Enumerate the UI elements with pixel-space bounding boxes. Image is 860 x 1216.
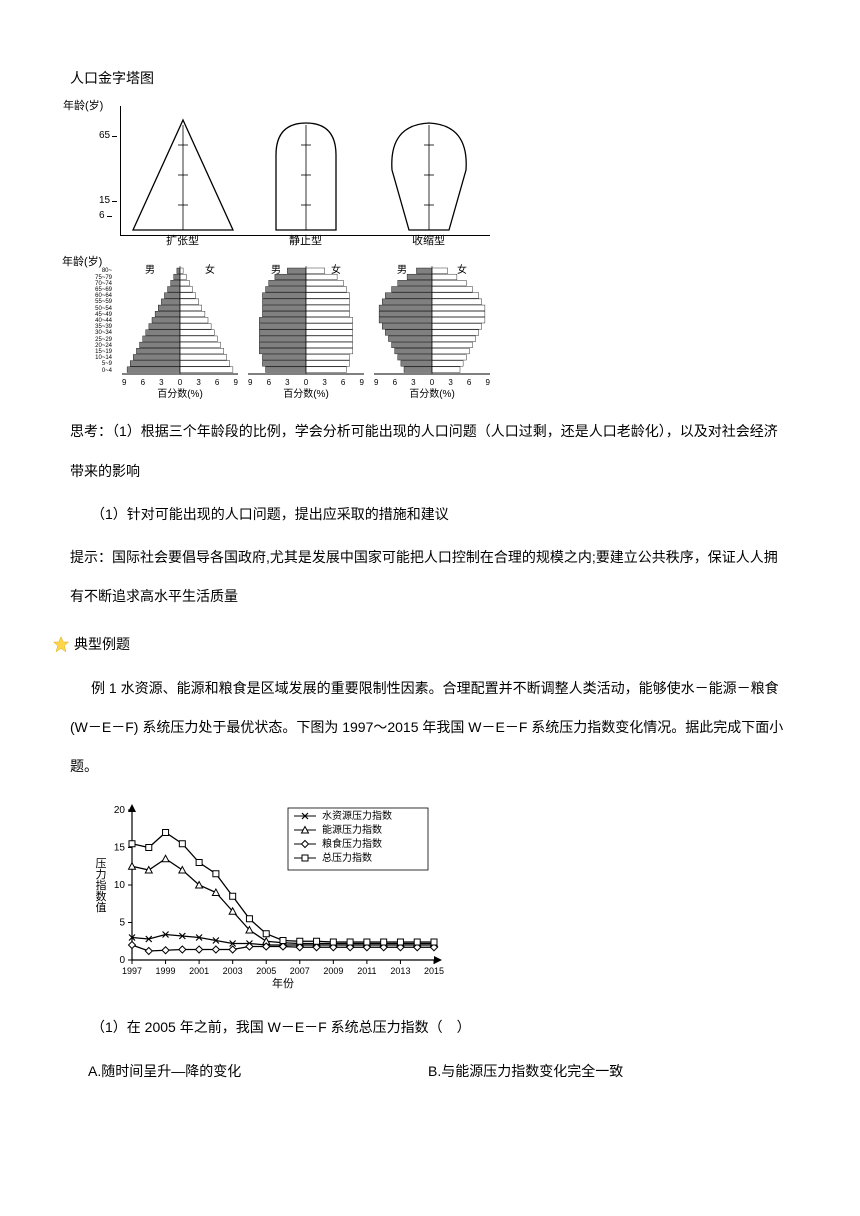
y-tick: 65: [99, 123, 110, 149]
svg-text:20: 20: [114, 805, 126, 816]
svg-text:10: 10: [114, 880, 126, 891]
svg-text:2015: 2015: [424, 966, 444, 976]
pyramid-shape: 收缩型: [374, 115, 484, 235]
svg-text:2003: 2003: [223, 966, 243, 976]
svg-text:2007: 2007: [290, 966, 310, 976]
page-title: 人口金字塔图: [70, 60, 790, 96]
svg-text:2005: 2005: [256, 966, 276, 976]
svg-text:能源压力指数: 能源压力指数: [322, 823, 382, 836]
section-header: 典型例题: [52, 626, 790, 662]
pyramid-diagram: 年龄(岁) 65156 扩张型静止型收缩型 年龄(岁) 80~75~7970~7…: [70, 106, 790, 392]
option-a: A.随时间呈升—降的变化: [88, 1053, 428, 1089]
pyramid-shape: 扩张型: [128, 115, 238, 235]
svg-text:压力指数值: 压力指数值: [94, 857, 107, 913]
svg-text:年份: 年份: [272, 976, 294, 990]
example-1-text: 例 1 水资源、能源和粮食是区域发展的重要限制性因素。合理配置并不断调整人类活动…: [70, 669, 790, 787]
svg-text:1999: 1999: [156, 966, 176, 976]
y-axis-label-top: 年龄(岁): [63, 92, 103, 121]
svg-text:总压力指数: 总压力指数: [322, 851, 372, 864]
y-tick: 6: [99, 203, 105, 229]
line-chart: 0 5 10 15 20 1997 1999 2001 2003 2005 2007 2009 2011…: [84, 800, 790, 990]
pyramid-top-row: 年龄(岁) 65156 扩张型静止型收缩型: [120, 106, 490, 236]
option-b: B.与能源压力指数变化完全一致: [428, 1053, 790, 1089]
question-1: （1）在 2005 年之前，我国 W－E－F 系统总压力指数（ ）: [70, 1008, 790, 1047]
hint-paragraph: 提示：国际社会要倡导各国政府,尤其是发展中国家可能把人口控制在合理的规模之内;要…: [70, 538, 790, 616]
svg-text:2001: 2001: [189, 966, 209, 976]
think-paragraph-2: （1）针对可能出现的人口问题，提出应采取的措施和建议: [70, 495, 790, 534]
svg-text:15: 15: [114, 843, 126, 854]
section-title: 典型例题: [74, 626, 130, 662]
pyramid-bottom-row: 年龄(岁) 80~75~7970~7465~6960~6455~5950~544…: [120, 262, 490, 392]
age-group-labels: 80~75~7970~7465~6960~6455~5950~5445~4940…: [76, 268, 112, 373]
pyramid-shape: 静止型: [251, 115, 361, 235]
svg-text:0: 0: [119, 955, 125, 966]
svg-text:粮食压力指数: 粮食压力指数: [322, 837, 382, 850]
pyramid-histogram: 男女 9630369 百分数(%): [120, 262, 240, 392]
question-1-options: A.随时间呈升—降的变化 B.与能源压力指数变化完全一致: [70, 1053, 790, 1089]
think-paragraph-1: 思考：（1）根据三个年龄段的比例，学会分析可能出现的人口问题（人口过剩，还是人口…: [70, 412, 790, 490]
svg-text:2013: 2013: [390, 966, 410, 976]
pyramid-histogram: 男女 9630369 百分数(%): [372, 262, 492, 392]
svg-text:2009: 2009: [323, 966, 343, 976]
svg-text:5: 5: [119, 918, 125, 929]
svg-text:水资源压力指数: 水资源压力指数: [322, 809, 392, 822]
svg-text:1997: 1997: [122, 966, 142, 976]
svg-text:2011: 2011: [357, 966, 376, 976]
star-icon: [52, 636, 70, 654]
pyramid-histogram: 男女 9630369 百分数(%): [246, 262, 366, 392]
